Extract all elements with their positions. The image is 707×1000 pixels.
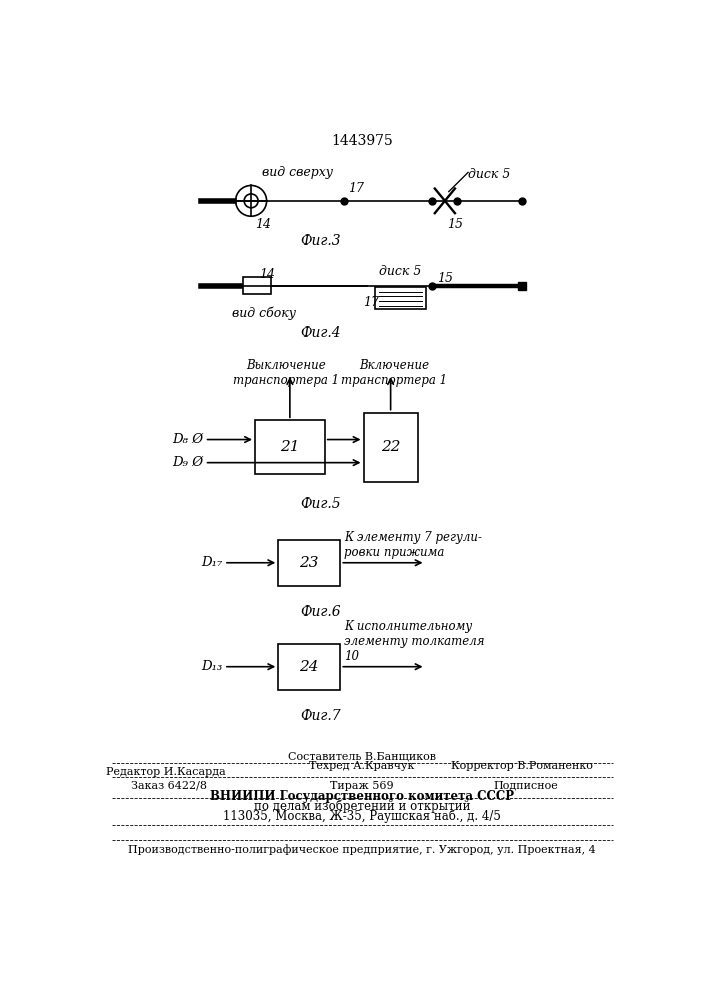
Bar <box>243 277 271 294</box>
Text: Тираж 569: Тираж 569 <box>330 781 394 791</box>
Text: 23: 23 <box>300 556 319 570</box>
Text: вид сверху: вид сверху <box>262 166 333 179</box>
Text: Техред А.Кравчук: Техред А.Кравчук <box>309 761 414 771</box>
Text: К элементу 7 регули-
ровки прижима: К элементу 7 регули- ровки прижима <box>344 531 482 559</box>
Bar <box>375 287 426 309</box>
Text: ВНИИПИ Государственного комитета СССР: ВНИИПИ Государственного комитета СССР <box>210 790 514 803</box>
Text: Составитель В.Банщиков: Составитель В.Банщиков <box>288 751 436 761</box>
Text: по делам изобретений и открытий: по делам изобретений и открытий <box>254 800 470 813</box>
Text: 14: 14 <box>255 218 271 231</box>
Text: 14: 14 <box>259 268 275 281</box>
Text: диск 5: диск 5 <box>379 265 421 278</box>
Bar <box>255 420 325 474</box>
Bar <box>279 644 340 690</box>
Text: Фиг.4: Фиг.4 <box>300 326 341 340</box>
Text: Выключение
транспортера 1: Выключение транспортера 1 <box>233 359 339 387</box>
Text: 24: 24 <box>300 660 319 674</box>
Text: Производственно-полиграфическое предприятие, г. Ужгород, ул. Проектная, 4: Производственно-полиграфическое предприя… <box>128 844 596 855</box>
Bar <box>279 540 340 586</box>
Text: 22: 22 <box>381 440 400 454</box>
Text: Фиг.3: Фиг.3 <box>300 234 341 248</box>
Text: Подписное: Подписное <box>494 781 559 791</box>
Text: D₉ Ø: D₉ Ø <box>172 456 203 469</box>
Text: вид сбоку: вид сбоку <box>232 306 296 320</box>
Text: Фиг.7: Фиг.7 <box>300 709 341 723</box>
Text: диск 5: диск 5 <box>468 168 510 181</box>
Text: 15: 15 <box>448 218 463 231</box>
Text: 17: 17 <box>348 182 364 195</box>
Text: Корректор В.Романенко: Корректор В.Романенко <box>452 761 593 771</box>
Bar <box>363 413 418 482</box>
Text: 1443975: 1443975 <box>331 134 393 148</box>
Text: D₈ Ø: D₈ Ø <box>172 433 203 446</box>
Text: 113035, Москва, Ж-35, Раушская наб., д. 4/5: 113035, Москва, Ж-35, Раушская наб., д. … <box>223 810 501 823</box>
Text: D₁₇: D₁₇ <box>201 556 223 569</box>
Text: Фиг.5: Фиг.5 <box>300 497 341 511</box>
Text: Фиг.6: Фиг.6 <box>300 605 341 619</box>
Text: 21: 21 <box>280 440 300 454</box>
Text: К исполнительному
элементу толкателя
10: К исполнительному элементу толкателя 10 <box>344 620 484 663</box>
Text: Заказ 6422/8: Заказ 6422/8 <box>131 781 207 791</box>
Text: 15: 15 <box>437 272 453 285</box>
Text: Включение
транспортера 1: Включение транспортера 1 <box>341 359 448 387</box>
Text: Редактор И.Касарда: Редактор И.Касарда <box>106 767 226 777</box>
Text: 17: 17 <box>363 296 380 309</box>
Text: D₁₃: D₁₃ <box>201 660 223 673</box>
